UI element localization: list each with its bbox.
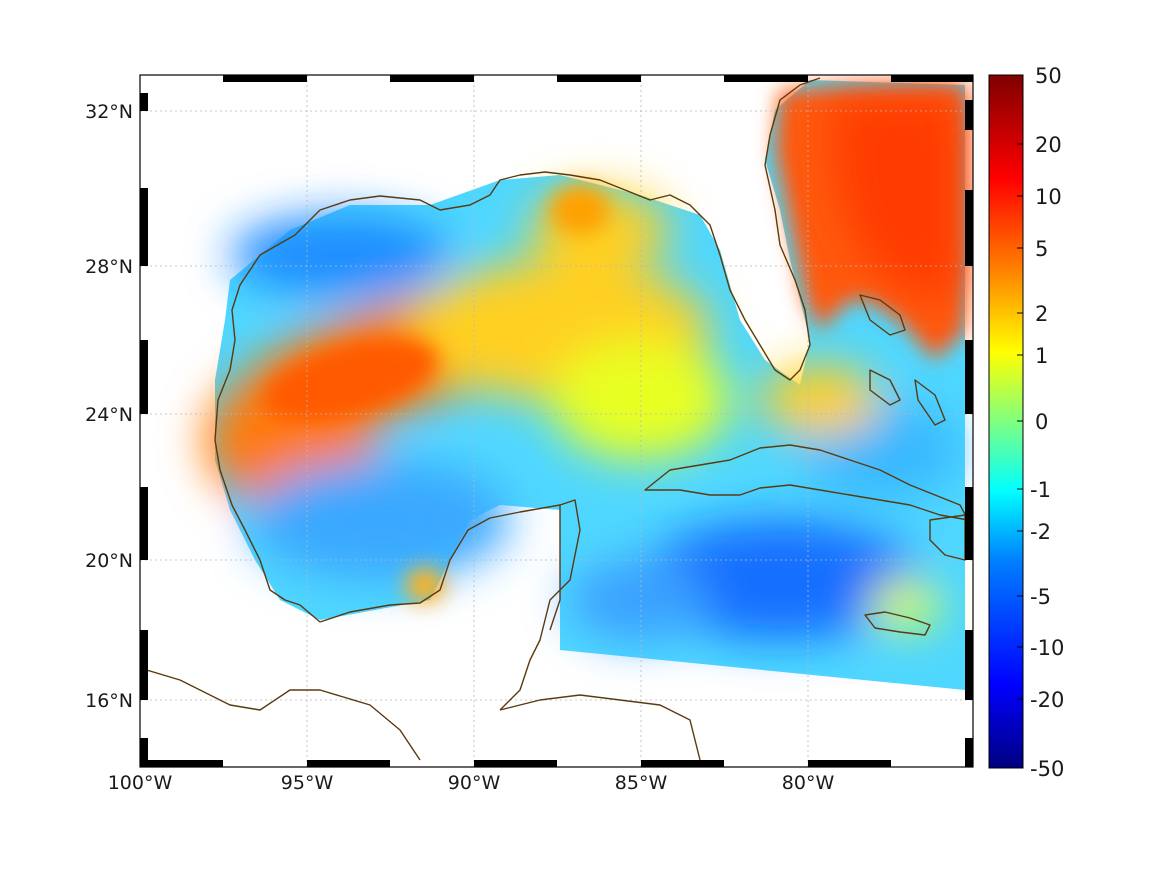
lat-label-32n: 32°N (85, 101, 133, 123)
lon-label-95w: 95°W (281, 772, 334, 794)
caribbean-low-1 (640, 520, 920, 640)
frame-bottom-border (140, 760, 891, 767)
frame-right-border (965, 100, 973, 767)
cb-label-1: 1 (1035, 344, 1048, 368)
jamaica-yellow (870, 580, 940, 630)
cb-label-10: 10 (1035, 185, 1062, 209)
colorbar: 50 20 10 5 2 1 0 -1 -2 -5 -10 -20 -50 (988, 64, 1064, 781)
caribbean-low-2 (570, 560, 710, 640)
cuba-coastline (644, 444, 969, 521)
cb-label-2: 2 (1035, 302, 1048, 326)
cb-label-0: 0 (1035, 410, 1048, 434)
atlantic-red-core (830, 95, 960, 300)
cb-label-neg20: -20 (1030, 688, 1064, 712)
central-america-coastline (499, 505, 701, 761)
cb-label-neg10: -10 (1030, 636, 1064, 660)
lat-label-20n: 20°N (85, 550, 133, 572)
bahamas-coastline (859, 294, 946, 426)
lat-label-16n: 16°N (85, 690, 133, 712)
map-frame (139, 74, 974, 768)
lat-label-24n: 24°N (85, 404, 133, 426)
colorbar-ticks (1017, 143, 1023, 700)
gulf-coast-line (140, 77, 821, 761)
frame-top-border (223, 75, 973, 82)
ne-gulf-core (550, 185, 610, 235)
cb-label-neg5: -5 (1030, 585, 1051, 609)
south-gulf-cyan (250, 460, 510, 580)
cb-label-neg1: -1 (1030, 478, 1051, 502)
central-band-core (262, 338, 438, 422)
hispaniola-coastline (929, 514, 966, 561)
cb-label-5: 5 (1035, 237, 1048, 261)
data-field (205, 80, 965, 690)
gridlines (140, 75, 973, 767)
florida-strait-yellow (760, 365, 880, 435)
lon-label-80w: 80°W (782, 772, 835, 794)
nw-gulf-low-blob (230, 215, 450, 295)
cb-label-20: 20 (1035, 133, 1062, 157)
cb-label-neg50: -50 (1030, 757, 1064, 781)
lon-label-85w: 85°W (615, 772, 668, 794)
lat-label-28n: 28°N (85, 256, 133, 278)
colorbar-labels: 50 20 10 5 2 1 0 -1 -2 -5 -10 -20 -50 (1030, 64, 1064, 781)
cb-label-50: 50 (1035, 64, 1062, 88)
cb-label-neg2: -2 (1030, 520, 1051, 544)
east-gulf-yellow (550, 340, 730, 460)
longitude-labels: 100°W 95°W 90°W 85°W 80°W (108, 772, 835, 794)
lon-label-100w: 100°W (108, 772, 173, 794)
frame-left-border (140, 93, 148, 767)
lon-label-90w: 90°W (448, 772, 501, 794)
coastlines (140, 77, 969, 761)
latitude-labels: 32°N 28°N 24°N 20°N 16°N (85, 101, 133, 712)
yucatan-west-yellow (405, 567, 445, 603)
jamaica-coastline (864, 611, 931, 636)
